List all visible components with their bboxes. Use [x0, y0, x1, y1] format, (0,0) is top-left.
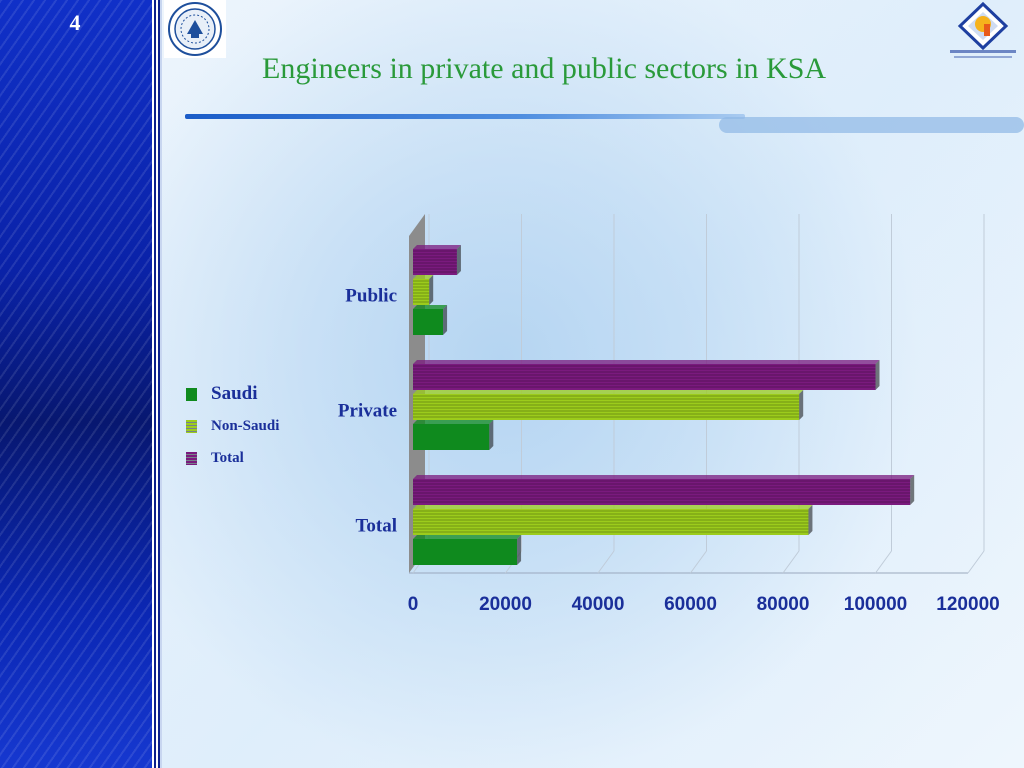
bar-face [413, 364, 876, 390]
gridline-depth [782, 550, 800, 574]
category-label: Public [345, 286, 397, 307]
bar-top [413, 420, 494, 424]
bar-end [875, 360, 880, 390]
title-divider [185, 114, 1024, 133]
bar-top [413, 245, 461, 249]
x-tick-label: 40000 [572, 594, 625, 615]
page-title: Engineers in private and public sectors … [262, 52, 827, 85]
bar-face [413, 249, 457, 275]
chart-legend: Saudi Non-Saudi Total [186, 378, 316, 474]
bar-top [413, 390, 804, 394]
bar [413, 505, 813, 535]
bar-face [413, 309, 444, 335]
university-seal-icon [164, 0, 226, 58]
x-tick-label: 80000 [757, 594, 810, 615]
gridline-depth [875, 550, 892, 574]
bar-top [413, 505, 813, 509]
x-tick-label: 60000 [664, 594, 717, 615]
bar-top [413, 475, 915, 479]
legend-label: Total [211, 449, 244, 466]
chart-bars [413, 245, 915, 565]
bar-face [413, 509, 809, 535]
bar-top [413, 360, 880, 364]
x-tick-labels: 0 20000 40000 60000 80000 100000 120000 [408, 594, 1000, 615]
legend-swatch [186, 419, 197, 433]
gridline-depth [690, 550, 707, 574]
legend-swatch [186, 387, 197, 401]
bar [413, 305, 448, 335]
bar-face [413, 279, 430, 305]
legend-item: Saudi [186, 378, 316, 410]
bar-end [443, 305, 448, 335]
legend-label: Saudi [211, 383, 258, 404]
legend-swatch [186, 451, 197, 465]
category-labels: Public Private Total [338, 286, 397, 537]
bar-face [413, 394, 800, 420]
bar-top [413, 275, 434, 279]
x-tick-label: 120000 [936, 594, 999, 615]
slide-sidebar [0, 0, 152, 768]
bar [413, 420, 494, 450]
bar [413, 475, 915, 505]
gridline-depth [967, 550, 985, 574]
bar-end [808, 505, 813, 535]
category-label: Private [338, 401, 397, 422]
x-tick-label: 100000 [844, 594, 907, 615]
bar-end [429, 275, 434, 305]
bar-face [413, 479, 911, 505]
bar-end [489, 420, 494, 450]
bar-end [910, 475, 915, 505]
saudi-council-of-engineers-logo-icon [944, 0, 1022, 66]
slide-number: 4 [69, 10, 81, 35]
bar [413, 390, 804, 420]
bar-face [413, 539, 518, 565]
gridline-depth [597, 550, 615, 574]
legend-item: Non-Saudi [186, 410, 316, 442]
bar-top [413, 535, 522, 539]
bar-end [799, 390, 804, 420]
bar-end [517, 535, 522, 565]
legend-label: Non-Saudi [211, 417, 280, 434]
bar [413, 360, 880, 390]
x-tick-label: 20000 [479, 594, 532, 615]
legend-item: Total [186, 442, 316, 474]
bar [413, 275, 434, 305]
category-label: Total [355, 516, 397, 537]
x-tick-label: 0 [408, 594, 419, 615]
bar-top [413, 305, 448, 309]
bar-end [456, 245, 461, 275]
bar [413, 245, 461, 275]
sidebar-edge [152, 0, 162, 768]
bar [413, 535, 522, 565]
bar-face [413, 424, 490, 450]
